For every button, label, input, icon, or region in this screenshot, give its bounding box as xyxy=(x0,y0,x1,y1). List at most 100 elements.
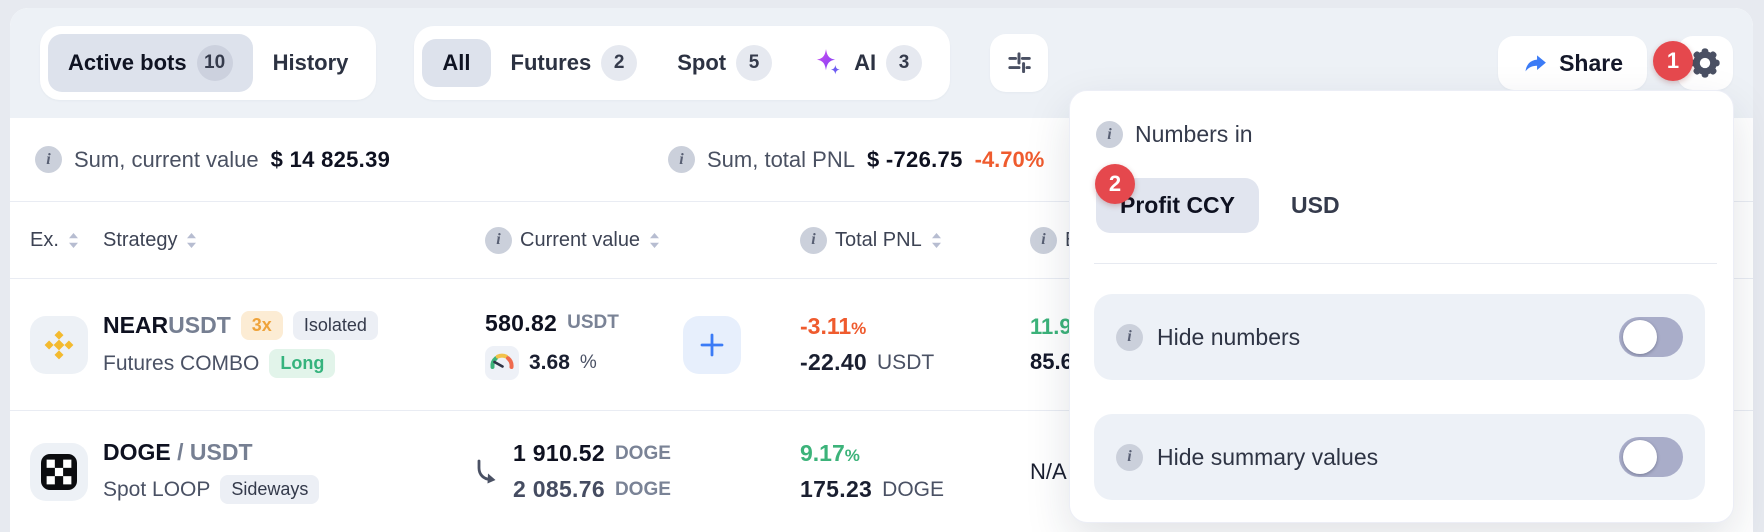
plus-icon xyxy=(700,333,724,356)
table-row[interactable]: DOGE / USDT Spot LOOP Sideways 1 910.52 xyxy=(10,410,1753,532)
actions-cell xyxy=(683,315,800,374)
binance-icon xyxy=(30,315,88,374)
pair-quote: USDT xyxy=(168,312,231,338)
corner-arrow-icon xyxy=(471,455,501,489)
sparkle-icon xyxy=(812,47,844,79)
hide-summary-values-row: i Hide summary values xyxy=(1094,414,1705,500)
tab-spot-label: Spot xyxy=(677,50,727,75)
pnl-amount: 175.23 xyxy=(800,476,873,502)
tab-history-label: History xyxy=(272,50,349,75)
gear-icon xyxy=(1687,45,1723,81)
numbers-in-row: i Numbers in xyxy=(1096,121,1733,148)
annotation-badge-2: 2 xyxy=(1095,164,1135,204)
tab-spot[interactable]: Spot 5 xyxy=(657,34,792,92)
current-value-amount: 1 910.52 xyxy=(513,440,605,466)
pnl-currency: USDT xyxy=(877,350,935,374)
strategy-type: Futures COMBO xyxy=(103,351,260,375)
extra-value-2: 85.6 xyxy=(1030,349,1073,374)
gauge-value: 3.68 xyxy=(529,350,570,374)
col-header-current-value-label: Current value xyxy=(520,228,641,251)
info-icon[interactable]: i xyxy=(668,146,695,173)
col-header-total-pnl[interactable]: i Total PNL xyxy=(800,226,1030,254)
tab-history[interactable]: History xyxy=(253,39,369,87)
current-value-amount-2: 2 085.76 xyxy=(513,476,605,502)
summary-total-pnl-percent: -4.70% xyxy=(974,146,1045,172)
info-icon[interactable]: i xyxy=(800,226,827,254)
col-header-total-pnl-label: Total PNL xyxy=(835,228,922,251)
hide-summary-values-label: Hide summary values xyxy=(1157,443,1379,470)
hide-numbers-toggle[interactable] xyxy=(1619,317,1683,357)
col-header-exchange[interactable]: Ex. xyxy=(30,229,103,252)
current-value-currency-2: DOGE xyxy=(614,478,671,500)
extra-cell: N/A xyxy=(1030,459,1753,485)
strategy-cell: NEAR USDT 3x Isolated Futures COMBO Long xyxy=(103,311,485,378)
pnl-percent: -3.11% xyxy=(800,313,867,339)
col-header-current-value[interactable]: i Current value xyxy=(485,226,683,254)
popup-divider xyxy=(1094,263,1717,264)
strategy-cell: DOGE / USDT Spot LOOP Sideways xyxy=(103,439,485,504)
col-header-exchange-label: Ex. xyxy=(30,228,59,251)
tab-active-bots[interactable]: Active bots 10 xyxy=(48,34,253,92)
info-icon[interactable]: i xyxy=(1116,443,1143,471)
pair-quote: / USDT xyxy=(170,439,253,465)
tab-ai-label: AI xyxy=(854,50,877,75)
option-usd[interactable]: USD xyxy=(1291,192,1340,218)
tab-futures-label: Futures xyxy=(510,50,592,75)
ai-count-badge: 3 xyxy=(886,45,923,81)
annotation-badge-1: 1 xyxy=(1653,41,1693,81)
table-header-row: Ex. Strategy i Current value i Total PNL… xyxy=(10,202,1753,278)
exchange-cell xyxy=(30,315,103,374)
hide-summary-values-toggle[interactable] xyxy=(1619,437,1683,477)
pnl-currency: DOGE xyxy=(882,477,944,501)
extra-cell: 11.9 85.6 xyxy=(1030,314,1753,375)
current-value-cell: 1 910.52 DOGE 2 085.76 DOGE xyxy=(471,440,683,503)
direction-badge: Sideways xyxy=(220,475,320,504)
total-pnl-cell: -3.11% -22.40 USDT xyxy=(800,313,1030,376)
gauge-unit: % xyxy=(579,351,597,373)
current-value-cell: 580.82 USDT 3.68 % xyxy=(485,310,683,380)
market-filter-group: All Futures 2 Spot 5 xyxy=(414,26,951,100)
okx-icon xyxy=(30,442,88,501)
summary-total-pnl-amount: $ -726.75 xyxy=(866,146,963,172)
total-pnl-cell: 9.17% 175.23 DOGE xyxy=(800,440,1030,503)
tab-ai[interactable]: AI 3 xyxy=(792,34,942,92)
info-icon[interactable]: i xyxy=(1096,121,1123,148)
current-value-currency: DOGE xyxy=(614,442,671,464)
direction-badge: Long xyxy=(269,349,336,378)
share-button[interactable]: Share xyxy=(1498,36,1647,90)
tab-all[interactable]: All xyxy=(422,39,491,87)
info-icon[interactable]: i xyxy=(1030,226,1057,254)
pair-base: NEAR xyxy=(103,312,169,338)
hide-numbers-row: i Hide numbers xyxy=(1094,294,1705,380)
extra-na-value: N/A xyxy=(1030,458,1067,484)
summary-total-pnl-label: Sum, total PNL xyxy=(707,146,855,172)
info-icon[interactable]: i xyxy=(1116,323,1143,351)
numbers-in-options: Profit CCY USD 2 xyxy=(1095,164,1733,233)
info-icon[interactable]: i xyxy=(485,226,512,254)
numbers-in-label: Numbers in xyxy=(1135,121,1253,147)
strategy-type: Spot LOOP xyxy=(103,477,211,501)
summary-total-pnl: i Sum, total PNL $ -726.75 -4.70% xyxy=(668,146,1044,173)
filters-button[interactable] xyxy=(990,34,1049,92)
add-funds-button[interactable] xyxy=(683,315,741,374)
pair-base: DOGE xyxy=(103,439,171,465)
toolbar: Active bots 10 History All Futures 2 Spo… xyxy=(10,8,1753,118)
info-icon[interactable]: i xyxy=(35,146,62,173)
hide-numbers-label: Hide numbers xyxy=(1157,323,1301,350)
futures-count-badge: 2 xyxy=(601,45,638,81)
share-icon xyxy=(1522,51,1549,76)
sort-icon xyxy=(650,232,660,248)
table-row[interactable]: NEAR USDT 3x Isolated Futures COMBO Long … xyxy=(10,278,1753,410)
col-header-strategy[interactable]: Strategy xyxy=(103,229,485,252)
tab-futures[interactable]: Futures 2 xyxy=(491,34,658,92)
exchange-cell xyxy=(30,442,103,501)
settings-popup: i Numbers in Profit CCY USD 2 i Hide num… xyxy=(1069,90,1734,523)
tab-active-bots-label: Active bots xyxy=(68,50,187,75)
margin-badge: Isolated xyxy=(292,311,378,340)
summary-current-value-label: Sum, current value xyxy=(74,146,259,172)
summary-current-value: i Sum, current value $ 14 825.39 xyxy=(35,146,390,173)
settings-button-wrap: 1 xyxy=(1653,36,1733,90)
pnl-percent: 9.17% xyxy=(800,440,860,466)
summary-current-value-amount: $ 14 825.39 xyxy=(270,146,391,172)
